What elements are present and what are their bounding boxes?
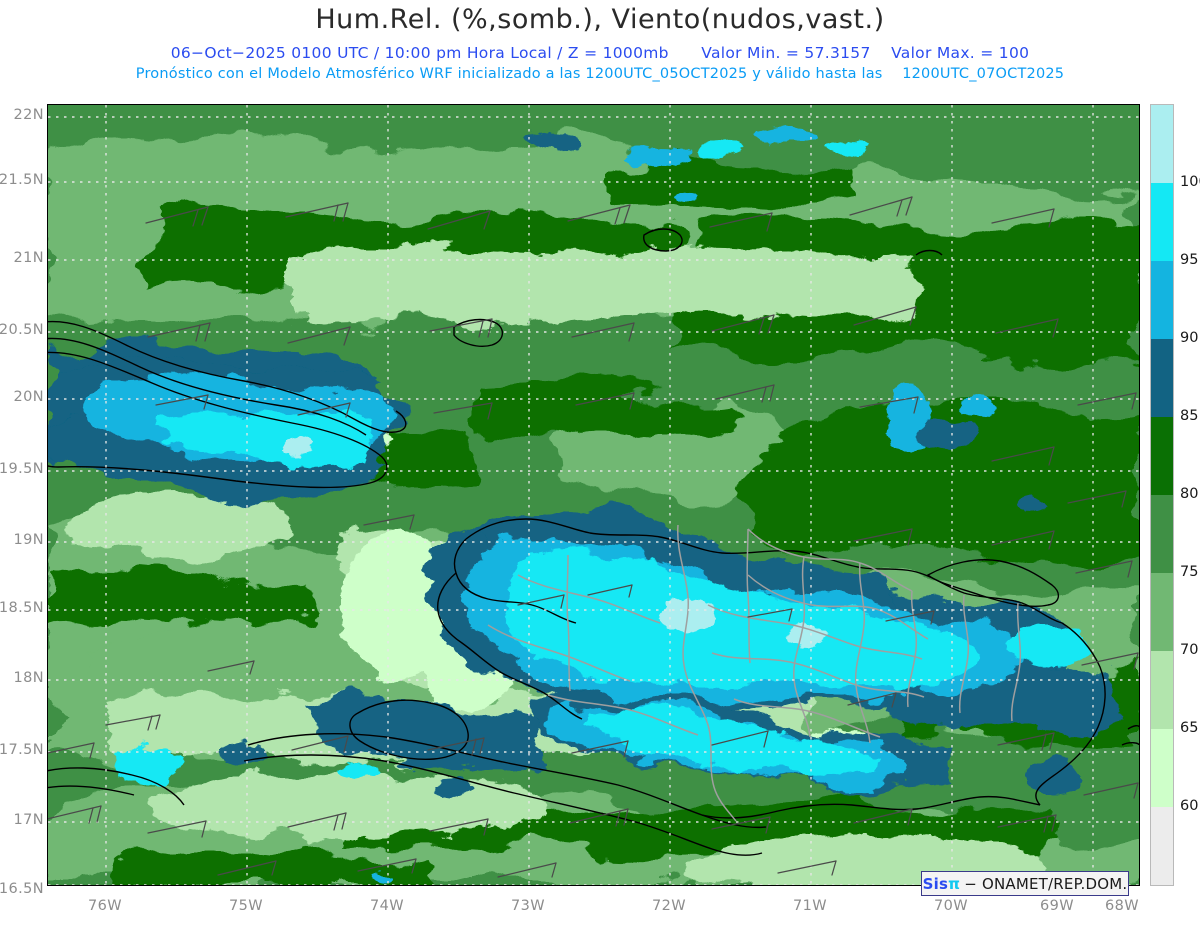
value-min-text: Valor Min. = 57.3157 <box>701 44 871 62</box>
y-axis-tick-label: 21N <box>0 250 44 266</box>
y-axis-tick-text: 17N <box>13 812 44 828</box>
y-axis-tick-label: 20.5N <box>0 322 44 338</box>
x-axis-tick-label: 76W <box>88 898 122 914</box>
x-axis-tick-label: 74W <box>370 898 404 914</box>
model-init-text: Pronóstico con el Modelo Atmosférico WRF… <box>135 66 883 82</box>
x-axis-tick-label: 71W <box>793 898 827 914</box>
colorbar-tick-label: 65 <box>1180 720 1199 736</box>
y-axis-tick-label: 20N <box>0 389 44 405</box>
colorbar-segment <box>1151 261 1173 339</box>
y-axis-tick-text: 20N <box>13 389 44 405</box>
colorbar-segment <box>1151 651 1173 729</box>
colorbar-segment <box>1151 495 1173 573</box>
logo-attribution-text: − ONAMET/REP.DOM. <box>964 874 1128 893</box>
administrative-boundary-layer <box>487 524 1022 822</box>
model-valid-until-text: 1200UTC_07OCT2025 <box>902 66 1065 82</box>
y-axis-tick-text: 21.5N <box>0 172 44 188</box>
y-axis-tick-text: 20.5N <box>0 322 44 338</box>
colorbar-segment <box>1151 729 1173 807</box>
y-axis-tick-text: 16.5N <box>0 881 44 897</box>
y-axis-tick-text: 17.5N <box>0 742 44 758</box>
colorbar-segment <box>1151 573 1173 651</box>
y-axis-tick-label: 22N <box>0 107 44 123</box>
colorbar-segment <box>1151 339 1173 417</box>
x-axis-tick-label: 68W <box>1105 898 1139 914</box>
x-axis-tick-label: 73W <box>511 898 545 914</box>
coastline-layer <box>48 228 1139 856</box>
colorbar-segment <box>1151 807 1173 885</box>
logo-pi-icon: π <box>948 874 961 893</box>
y-axis-tick-label: 17.5N <box>0 742 44 758</box>
lat-lon-gridlines <box>48 105 1139 885</box>
x-axis-tick-label: 72W <box>652 898 686 914</box>
colorbar-tick-label: 85 <box>1180 408 1199 424</box>
colorbar-tick-label: 75 <box>1180 564 1199 580</box>
colorbar-tick-label: 70 <box>1180 642 1199 658</box>
colorbar-tick-label: 90 <box>1180 330 1199 346</box>
y-axis-tick-label: 19.5N <box>0 461 44 477</box>
model-description-line: Pronóstico con el Modelo Atmosférico WRF… <box>0 66 1200 82</box>
logo-brand-text: Sis <box>922 874 949 893</box>
colorbar-tick-label: 100 <box>1180 174 1200 190</box>
map-plot-area[interactable] <box>47 104 1140 886</box>
y-axis-tick-text: 18N <box>13 670 44 686</box>
weather-map-svg <box>48 105 1139 885</box>
y-axis-tick-label: 16.5N <box>0 881 44 897</box>
colorbar-tick-label: 60 <box>1180 798 1199 814</box>
y-axis-tick-text: 22N <box>13 107 44 123</box>
attribution-logo: Sis π − ONAMET/REP.DOM. <box>921 871 1129 896</box>
y-axis-tick-label: 19N <box>0 532 44 548</box>
valid-time-text: 06−Oct−2025 0100 UTC / 10:00 pm Hora Loc… <box>170 44 669 62</box>
page-title: Hum.Rel. (%,somb.), Viento(nudos,vast.) <box>315 4 885 35</box>
x-axis-tick-label: 69W <box>1040 898 1074 914</box>
y-axis-tick-label: 21.5N <box>0 172 44 188</box>
humidity-shading-layer <box>48 105 1139 885</box>
colorbar[interactable] <box>1150 104 1174 886</box>
colorbar-segment <box>1151 417 1173 495</box>
x-axis-tick-label: 70W <box>934 898 968 914</box>
colorbar-tick-label: 80 <box>1180 486 1199 502</box>
y-axis-tick-label: 17N <box>0 812 44 828</box>
x-axis-tick-label: 75W <box>229 898 263 914</box>
y-axis-tick-text: 18.5N <box>0 600 44 616</box>
y-axis-tick-text: 21N <box>13 250 44 266</box>
y-axis-tick-text: 19.5N <box>0 461 44 477</box>
colorbar-segment <box>1151 183 1173 261</box>
colorbar-tick-label: 95 <box>1180 252 1199 268</box>
value-max-text: Valor Max. = 100 <box>891 44 1030 62</box>
y-axis-tick-label: 18.5N <box>0 600 44 616</box>
y-axis-tick-label: 18N <box>0 670 44 686</box>
colorbar-segment <box>1151 105 1173 183</box>
forecast-timestamp-line: 06−Oct−2025 0100 UTC / 10:00 pm Hora Loc… <box>0 44 1200 62</box>
y-axis-tick-text: 19N <box>13 532 44 548</box>
wind-barb-layer <box>48 196 1139 878</box>
